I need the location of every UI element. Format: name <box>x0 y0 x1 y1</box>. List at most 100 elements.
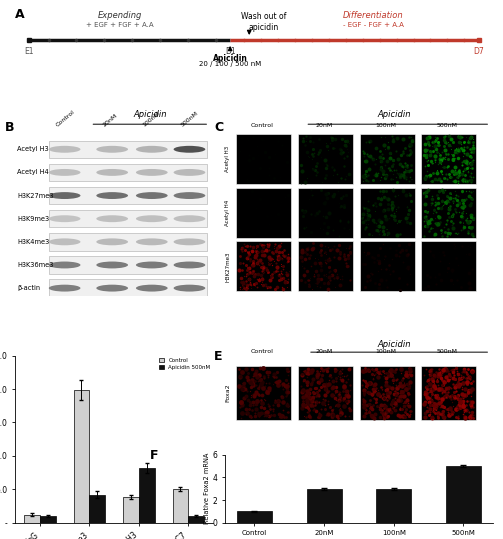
Text: Control: Control <box>55 109 75 128</box>
Text: Expending: Expending <box>98 11 142 20</box>
Text: 20nM: 20nM <box>315 122 332 128</box>
Bar <box>90 495 105 523</box>
Bar <box>376 489 411 523</box>
Bar <box>360 367 414 420</box>
Text: 500nM: 500nM <box>437 122 458 128</box>
Ellipse shape <box>174 261 205 268</box>
Bar <box>237 512 272 523</box>
Bar <box>298 367 353 420</box>
Ellipse shape <box>49 261 80 268</box>
Text: Differentiation: Differentiation <box>343 11 404 20</box>
Ellipse shape <box>174 146 205 153</box>
Bar <box>298 241 353 292</box>
Text: Acetyl H4: Acetyl H4 <box>17 169 49 175</box>
Text: 100nM: 100nM <box>142 110 161 128</box>
Bar <box>421 241 476 292</box>
Bar <box>24 515 40 523</box>
Ellipse shape <box>136 285 167 292</box>
Ellipse shape <box>49 238 80 245</box>
Y-axis label: Relative Foxa2 mRNA: Relative Foxa2 mRNA <box>204 453 210 524</box>
Bar <box>49 187 207 204</box>
Ellipse shape <box>136 192 167 199</box>
Bar <box>49 141 207 158</box>
Bar <box>123 497 139 523</box>
Ellipse shape <box>49 215 80 222</box>
Bar <box>40 516 56 523</box>
Text: F: F <box>150 449 158 462</box>
Text: Acetyl H4: Acetyl H4 <box>225 200 230 226</box>
Text: H3K27me3: H3K27me3 <box>17 192 54 198</box>
Bar <box>421 188 476 238</box>
Text: B: B <box>5 121 15 134</box>
Ellipse shape <box>136 146 167 153</box>
Bar <box>49 164 207 181</box>
Text: 500nM: 500nM <box>437 349 458 354</box>
Ellipse shape <box>136 215 167 222</box>
Ellipse shape <box>97 285 128 292</box>
Text: Apicidin: Apicidin <box>377 341 410 349</box>
Text: 20nM: 20nM <box>102 113 119 128</box>
Bar <box>236 134 291 184</box>
Text: Apicidin: Apicidin <box>213 54 247 63</box>
Bar <box>360 241 414 292</box>
Text: Wash out of
apicidin: Wash out of apicidin <box>241 12 286 32</box>
Legend: Control, Apicidin 500nM: Control, Apicidin 500nM <box>159 358 210 370</box>
Bar <box>298 134 353 184</box>
Ellipse shape <box>97 261 128 268</box>
Text: Apicidin: Apicidin <box>377 110 410 119</box>
Ellipse shape <box>97 215 128 222</box>
Text: H3K9me3: H3K9me3 <box>17 216 49 222</box>
Bar <box>360 188 414 238</box>
Bar <box>236 188 291 238</box>
Bar <box>189 516 204 523</box>
Bar <box>360 134 414 184</box>
Bar <box>298 188 353 238</box>
Bar <box>446 466 481 523</box>
Text: Control: Control <box>251 122 274 128</box>
Ellipse shape <box>49 192 80 199</box>
Bar <box>49 256 207 274</box>
Ellipse shape <box>97 169 128 176</box>
Text: H3K36me3: H3K36me3 <box>17 262 53 268</box>
Bar <box>421 134 476 184</box>
Text: D1: D1 <box>225 46 235 56</box>
Text: C: C <box>214 121 223 134</box>
Text: H3K27me3: H3K27me3 <box>225 251 230 281</box>
Bar <box>49 279 207 297</box>
Ellipse shape <box>174 169 205 176</box>
Ellipse shape <box>136 169 167 176</box>
Text: Acetyl H3: Acetyl H3 <box>17 146 49 153</box>
Text: - EGF - FGF + A.A: - EGF - FGF + A.A <box>343 22 404 29</box>
Ellipse shape <box>49 169 80 176</box>
Ellipse shape <box>174 285 205 292</box>
Text: 500nM: 500nM <box>180 110 199 128</box>
Bar <box>307 489 342 523</box>
Bar <box>173 489 189 523</box>
Text: H3K4me3: H3K4me3 <box>17 239 49 245</box>
Text: 20nM: 20nM <box>315 349 332 354</box>
Bar <box>236 367 291 420</box>
Bar <box>49 210 207 227</box>
Ellipse shape <box>174 215 205 222</box>
Text: E: E <box>214 350 223 363</box>
Text: + EGF + FGF + A.A: + EGF + FGF + A.A <box>87 22 154 29</box>
Ellipse shape <box>97 192 128 199</box>
Ellipse shape <box>49 146 80 153</box>
Ellipse shape <box>136 238 167 245</box>
Ellipse shape <box>97 146 128 153</box>
Text: Foxa2: Foxa2 <box>225 384 230 403</box>
Text: E1: E1 <box>25 46 34 56</box>
Bar <box>73 390 90 523</box>
Text: Control: Control <box>251 349 274 354</box>
Text: 100nM: 100nM <box>375 122 396 128</box>
Ellipse shape <box>174 192 205 199</box>
Ellipse shape <box>136 261 167 268</box>
Bar <box>236 241 291 292</box>
Text: Apicidin: Apicidin <box>133 110 166 119</box>
Text: A: A <box>15 8 25 21</box>
Text: D7: D7 <box>473 46 484 56</box>
Text: β-actin: β-actin <box>17 285 40 291</box>
Text: Acetyl H3: Acetyl H3 <box>225 146 230 172</box>
Ellipse shape <box>97 238 128 245</box>
Bar <box>49 233 207 251</box>
